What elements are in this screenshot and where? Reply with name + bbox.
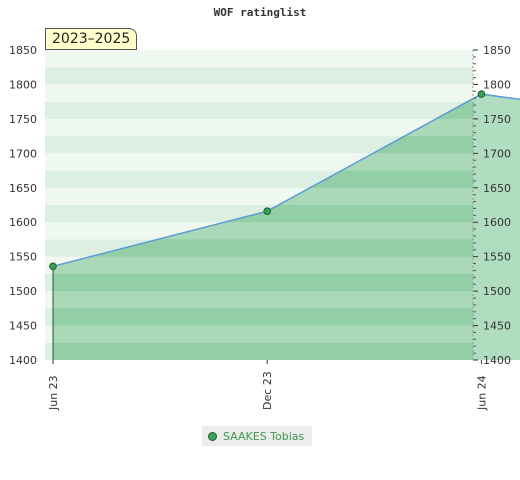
period-badge: 2023–2025 — [45, 28, 138, 50]
area-band — [53, 273, 473, 292]
grid-band — [45, 67, 473, 85]
legend[interactable]: SAAKES Tobias — [202, 426, 313, 446]
y-tick-label-right: 1400 — [483, 354, 511, 367]
y-tick-label-left: 1700 — [9, 147, 37, 160]
y-tick-label-left: 1600 — [9, 216, 37, 229]
y-tick-label-left: 1750 — [9, 113, 37, 126]
y-tick-label-left: 1850 — [9, 44, 37, 57]
data-point — [477, 90, 486, 98]
y-tick-label-right: 1650 — [483, 182, 511, 195]
grid-band — [45, 118, 473, 137]
y-tick-label-right: 1450 — [483, 320, 511, 333]
series-area — [53, 94, 520, 360]
x-tick-label: Jun 24 — [475, 375, 488, 411]
grid-band — [45, 136, 473, 154]
area-band — [53, 308, 473, 326]
area-band — [53, 342, 473, 360]
grid-band — [45, 101, 473, 119]
y-tick-label-right: 1550 — [483, 251, 511, 264]
chart-title: WOF ratinglist — [213, 6, 307, 19]
y-tick-label-right: 1700 — [483, 147, 511, 160]
y-tick-label-left: 1650 — [9, 182, 37, 195]
y-tick-label-right: 1850 — [483, 44, 511, 57]
y-tick-label-right: 1600 — [483, 216, 511, 229]
area-band — [53, 239, 473, 257]
grid-band — [45, 50, 473, 68]
y-tick-label-left: 1500 — [9, 285, 37, 298]
x-tick-label: Jun 23 — [47, 375, 60, 411]
y-tick-label-right: 1750 — [483, 113, 511, 126]
legend-marker-icon — [208, 431, 217, 441]
grid-band — [45, 84, 473, 102]
data-point — [263, 207, 272, 215]
y-tick-label-right: 1500 — [483, 285, 511, 298]
y-tick-label-left: 1450 — [9, 320, 37, 333]
y-tick-label-right: 1800 — [483, 78, 511, 91]
series-line — [52, 93, 520, 268]
legend-label: SAAKES Tobias — [223, 429, 305, 443]
y-tick-label-left: 1800 — [9, 78, 37, 91]
y-tick-label-left: 1550 — [9, 251, 37, 264]
data-point — [49, 262, 57, 271]
y-tick-label-left: 1400 — [9, 354, 37, 367]
x-tick-label: Dec 23 — [261, 371, 274, 410]
